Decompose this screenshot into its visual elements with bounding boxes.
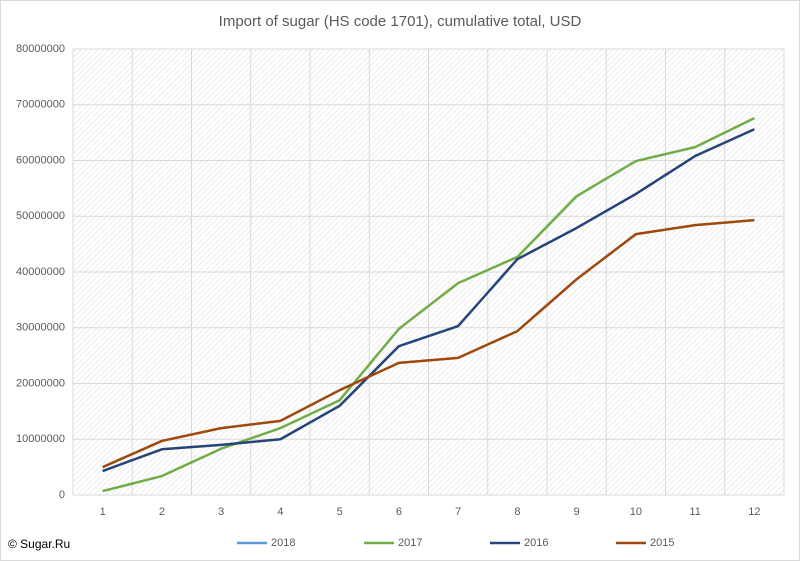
y-tick-label: 50000000 — [16, 210, 65, 222]
x-tick-label: 10 — [630, 506, 642, 518]
y-tick-label: 40000000 — [16, 266, 65, 278]
chart-title: Import of sugar (HS code 1701), cumulati… — [219, 13, 582, 30]
x-tick-label: 4 — [277, 506, 283, 518]
y-tick-label: 20000000 — [16, 377, 65, 389]
y-tick-label: 10000000 — [16, 433, 65, 445]
y-tick-label: 0 — [59, 489, 65, 501]
x-tick-label: 5 — [337, 506, 343, 518]
x-tick-label: 6 — [396, 506, 402, 518]
x-tick-label: 2 — [159, 506, 165, 518]
x-tick-label: 9 — [574, 506, 580, 518]
legend-label: 2015 — [650, 537, 674, 549]
y-tick-label: 70000000 — [16, 99, 65, 111]
y-tick-label: 80000000 — [16, 43, 65, 55]
series-line — [102, 128, 755, 473]
legend-label: 2017 — [398, 537, 422, 549]
legend-label: 2016 — [524, 537, 548, 549]
copyright: © Sugar.Ru — [8, 537, 70, 551]
x-tick-label: 11 — [689, 506, 700, 518]
y-tick-label: 60000000 — [16, 154, 65, 166]
x-tick-label: 3 — [218, 506, 224, 518]
x-tick-label: 7 — [455, 506, 461, 518]
x-tick-label: 1 — [100, 506, 106, 518]
legend-label: 2018 — [271, 537, 295, 549]
y-tick-label: 30000000 — [16, 322, 65, 334]
series-line — [102, 218, 755, 469]
series-line — [102, 117, 755, 493]
x-tick-label: 12 — [748, 506, 760, 518]
x-tick-label: 8 — [514, 506, 520, 518]
